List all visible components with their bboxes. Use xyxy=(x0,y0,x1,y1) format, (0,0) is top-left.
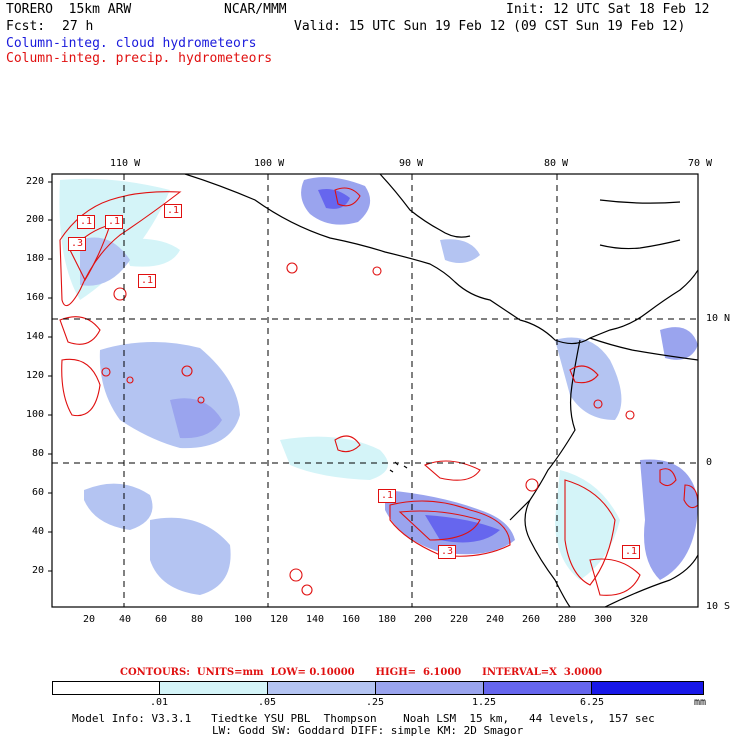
contour-label: .3 xyxy=(438,545,457,559)
coastline xyxy=(184,174,698,607)
color-bar-segment xyxy=(160,682,268,694)
y-tick-label: 180 xyxy=(26,253,45,264)
color-bar-level: 6.25 xyxy=(580,697,605,708)
field-precip-title: Column-integ. precip. hydrometeors xyxy=(6,51,273,66)
x-tick-label: 80 xyxy=(191,614,204,625)
x-tick-label: 60 xyxy=(155,614,168,625)
cloud-hydrometeor-shading xyxy=(59,177,698,595)
color-bar-level: .01 xyxy=(150,697,169,708)
color-bar xyxy=(52,681,704,695)
contour-label: .1 xyxy=(622,545,641,559)
x-tick-label: 260 xyxy=(522,614,541,625)
x-tick-label: 300 xyxy=(594,614,613,625)
contour-label: .1 xyxy=(164,204,183,218)
color-bar-segment xyxy=(484,682,592,694)
x-tick-label: 180 xyxy=(378,614,397,625)
x-tick-label: 160 xyxy=(342,614,361,625)
y-tick-label: 40 xyxy=(32,526,45,537)
y-tick-label: 200 xyxy=(26,214,45,225)
color-bar-segment xyxy=(53,682,160,694)
forecast-hour: 27 h xyxy=(62,19,94,34)
contour-label: .1 xyxy=(105,215,124,229)
color-bar-units: mm xyxy=(694,697,707,708)
y-tick-label: 160 xyxy=(26,292,45,303)
lat-label: 10 N xyxy=(706,313,731,324)
y-tick-label: 60 xyxy=(32,487,45,498)
contour-label: .1 xyxy=(77,215,96,229)
color-bar-level: .25 xyxy=(366,697,385,708)
lon-label: 100 W xyxy=(254,158,285,169)
color-bar-segment xyxy=(592,682,703,694)
valid-time: Valid: 15 UTC Sun 19 Feb 12 (09 CST Sun … xyxy=(294,19,686,34)
color-bar-level: 1.25 xyxy=(472,697,497,708)
color-bar-segment xyxy=(376,682,484,694)
contour-label: .3 xyxy=(68,237,87,251)
x-tick-label: 220 xyxy=(450,614,469,625)
contour-info: CONTOURS: UNITS=mm LOW= 0.10000 HIGH= 6.… xyxy=(120,667,603,678)
lon-label: 70 W xyxy=(688,158,713,169)
field-cloud-title: Column-integ. cloud hydrometeors xyxy=(6,36,257,51)
center-label: NCAR/MMM xyxy=(224,2,287,17)
model-physics: LW: Godd SW: Goddard DIFF: simple KM: 2D… xyxy=(212,724,524,737)
y-tick-label: 80 xyxy=(32,448,45,459)
y-tick-label: 140 xyxy=(26,331,45,342)
init-time: Init: 12 UTC Sat 18 Feb 12 xyxy=(506,2,710,17)
x-tick-label: 20 xyxy=(83,614,96,625)
x-tick-label: 140 xyxy=(306,614,325,625)
x-tick-label: 320 xyxy=(630,614,649,625)
lon-label: 80 W xyxy=(544,158,569,169)
lon-label: 110 W xyxy=(110,158,141,169)
lat-lon-grid xyxy=(52,174,698,607)
y-tick-label: 220 xyxy=(26,176,45,187)
x-tick-label: 40 xyxy=(119,614,132,625)
color-bar-level: .05 xyxy=(258,697,277,708)
forecast-label: Fcst: xyxy=(6,19,46,34)
contour-label: .1 xyxy=(378,489,397,503)
x-tick-label: 200 xyxy=(414,614,433,625)
lat-label: 0 xyxy=(706,457,713,468)
y-tick-label: 100 xyxy=(26,409,45,420)
y-tick-label: 20 xyxy=(32,565,45,576)
color-bar-segment xyxy=(268,682,376,694)
model-title: TORERO 15km ARW xyxy=(6,2,132,17)
precip-hydrometeor-contours xyxy=(59,187,698,596)
lon-label: 90 W xyxy=(399,158,424,169)
x-tick-label: 240 xyxy=(486,614,505,625)
x-tick-label: 100 xyxy=(234,614,253,625)
x-tick-label: 120 xyxy=(270,614,289,625)
lat-label: 10 S xyxy=(706,601,731,612)
contour-label: .1 xyxy=(138,274,157,288)
x-tick-label: 280 xyxy=(558,614,577,625)
model-info: Model Info: V3.3.1 Tiedtke YSU PBL Thomp… xyxy=(72,712,655,725)
y-tick-label: 120 xyxy=(26,370,45,381)
